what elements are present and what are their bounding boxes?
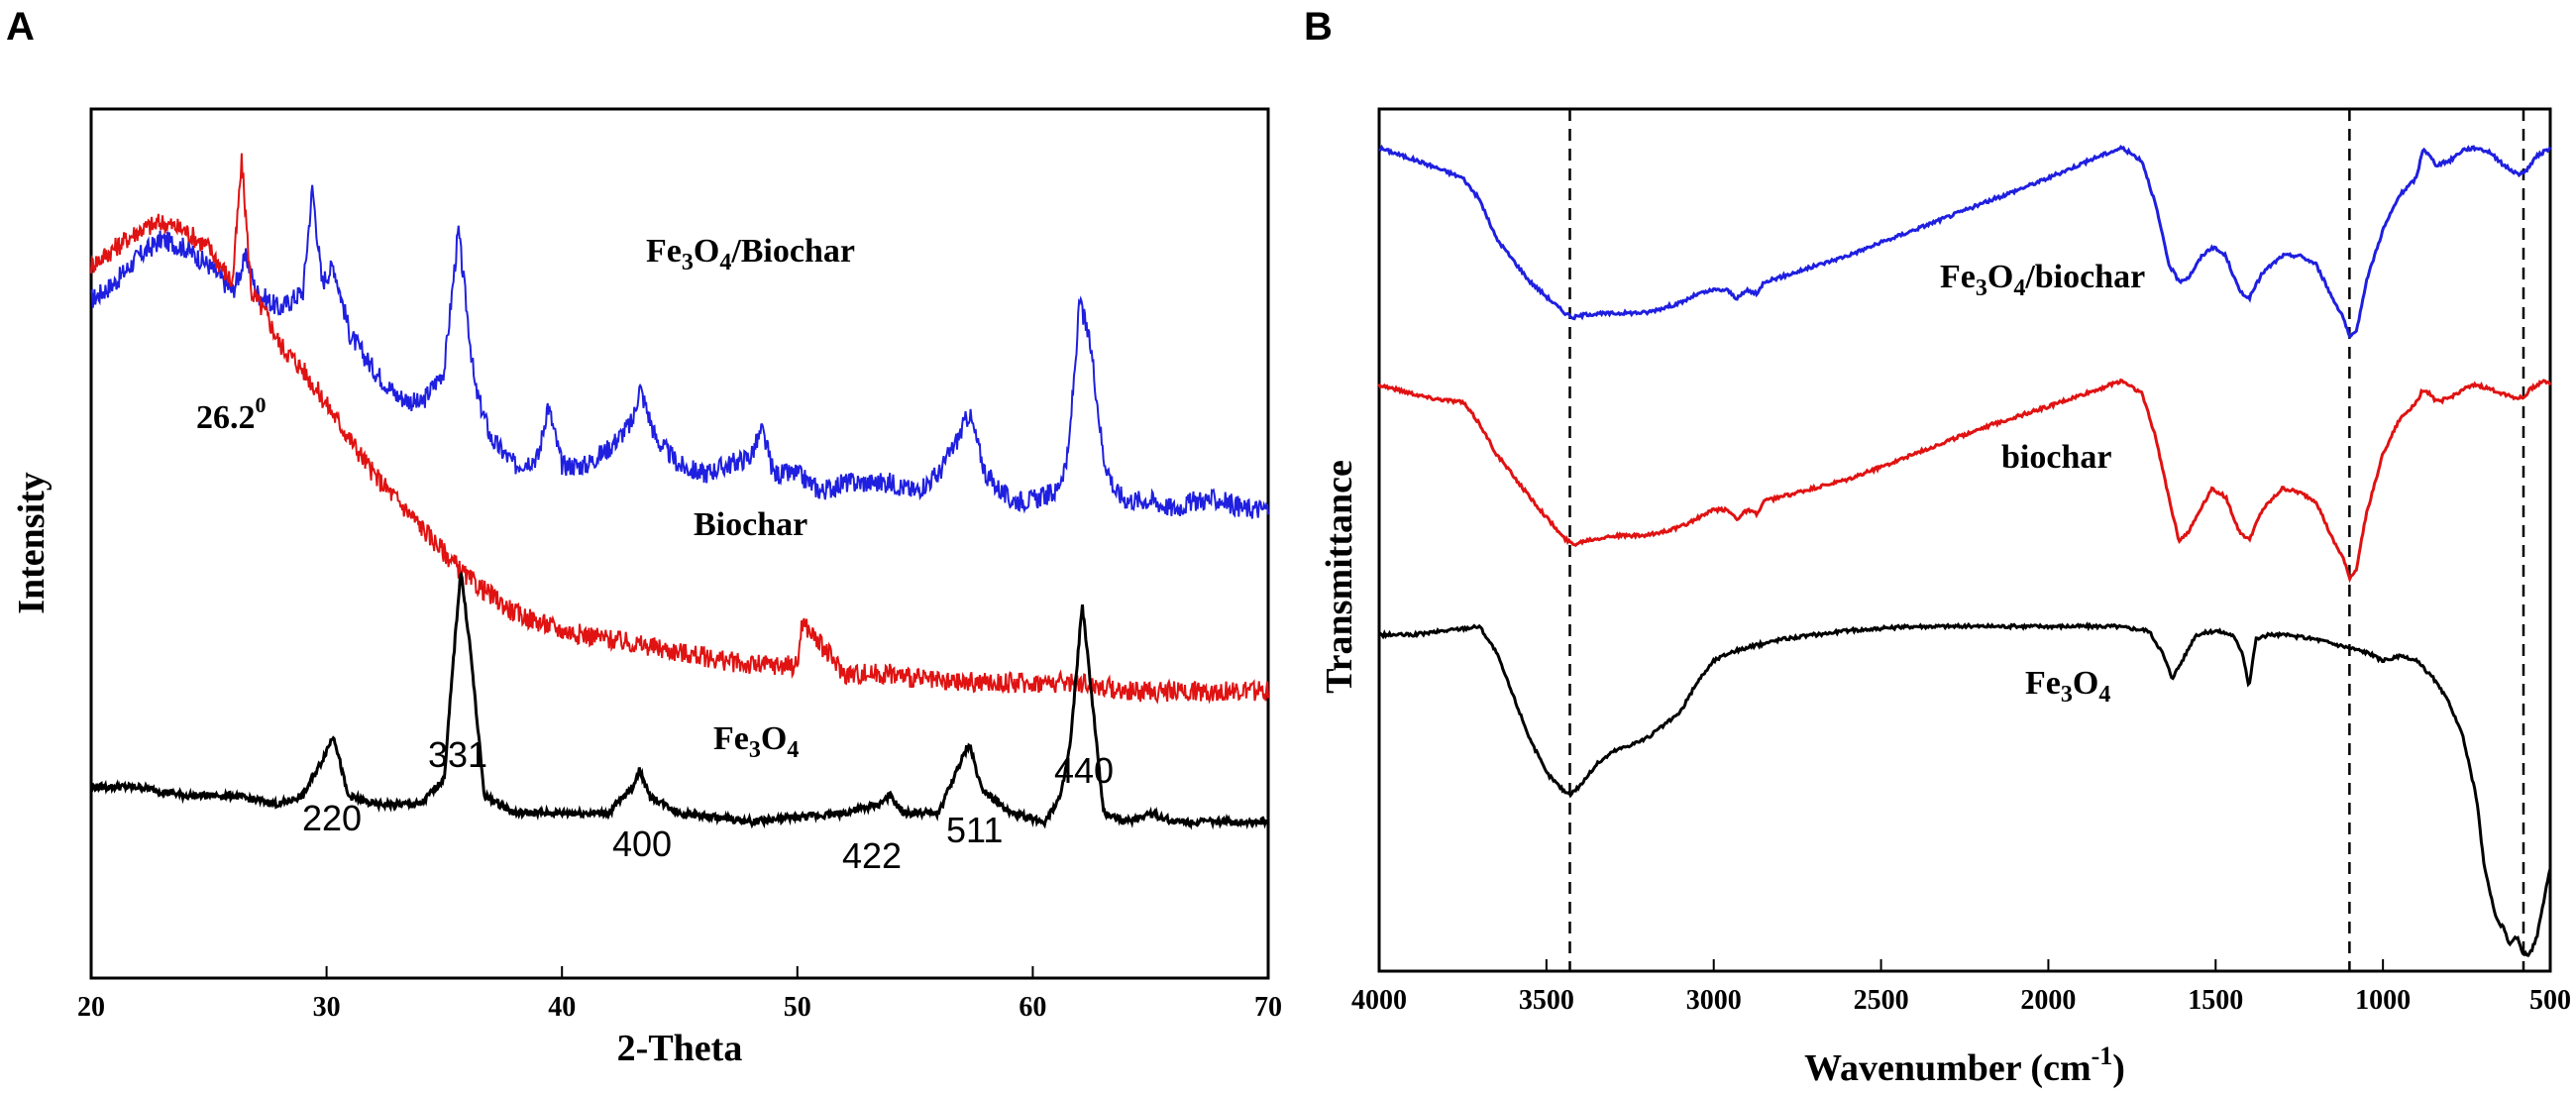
xrd-plot-frame <box>89 107 1270 980</box>
ftir-x-tick-label: 500 <box>2529 985 2571 1016</box>
xrd-label-fe3o4: Fe3O4 <box>713 720 799 763</box>
panel-a-letter: A <box>6 5 35 49</box>
ftir-x-ticks: 4000 3500 3000 2500 2000 1500 1000 500 <box>1351 959 2571 1016</box>
xrd-label-biochar: Biochar <box>694 506 807 543</box>
ftir-reference-lines <box>1568 109 2525 971</box>
ftir-x-tick-label: 1000 <box>2355 985 2411 1016</box>
xrd-chart: 20 30 40 50 60 70 2-Theta Intensity Fe3O4/Bio… <box>11 107 1282 1069</box>
ftir-x-tick-label: 2500 <box>1854 985 1909 1016</box>
hkl-label-220: 220 <box>302 798 362 838</box>
ftir-series <box>1377 144 2552 957</box>
ftir-series-line <box>1377 378 2552 584</box>
hkl-label-422: 422 <box>842 835 902 876</box>
xrd-y-axis-label: Intensity <box>11 472 53 614</box>
xrd-x-tick-label: 40 <box>548 992 576 1023</box>
ftir-label-fe3o4: Fe3O4 <box>2025 665 2110 708</box>
ftir-series-line <box>1378 144 2552 340</box>
ftir-series-line <box>1377 621 2552 957</box>
xrd-x-tick-label: 30 <box>313 992 341 1023</box>
xrd-x-ticks: 20 30 40 50 60 70 <box>77 966 1282 1023</box>
ftir-x-axis-label: Wavenumber (cm-1) <box>1804 1041 2125 1089</box>
xrd-x-tick-label: 50 <box>784 992 811 1023</box>
xrd-series-line <box>89 571 1270 830</box>
xrd-peak-annotation-26: 26.20 <box>196 392 267 436</box>
xrd-label-fe3o4-biochar: Fe3O4/Biochar <box>646 233 855 275</box>
xrd-x-tick-label: 70 <box>1254 992 1282 1023</box>
ftir-label-biochar: biochar <box>2001 439 2111 476</box>
ftir-x-tick-label: 2000 <box>2020 985 2076 1016</box>
hkl-label-400: 400 <box>612 823 672 864</box>
ftir-x-tick-label: 4000 <box>1351 985 1407 1016</box>
xrd-series-line <box>90 184 1269 519</box>
ftir-y-axis-label: Transmittance <box>1319 460 1360 694</box>
xrd-series-line <box>90 153 1269 705</box>
ftir-x-tick-label: 3000 <box>1686 985 1742 1016</box>
xrd-x-axis-label: 2-Theta <box>617 1028 743 1069</box>
ftir-plot-frame <box>1377 107 2552 973</box>
ftir-x-tick-label: 1500 <box>2188 985 2243 1016</box>
panel-b-letter: B <box>1304 5 1333 49</box>
hkl-label-511: 511 <box>946 810 1003 850</box>
xrd-x-tick-label: 60 <box>1019 992 1046 1023</box>
xrd-x-tick-label: 20 <box>77 992 105 1023</box>
xrd-series <box>89 153 1270 830</box>
ftir-x-tick-label: 3500 <box>1519 985 1574 1016</box>
ftir-chart: 4000 3500 3000 2500 2000 1500 1000 500 Wavenumb… <box>1319 107 2571 1089</box>
ftir-label-fe3o4-biochar: Fe3O4/biochar <box>1940 259 2145 301</box>
hkl-label-440: 440 <box>1054 750 1114 791</box>
hkl-label-331: 331 <box>428 734 487 775</box>
